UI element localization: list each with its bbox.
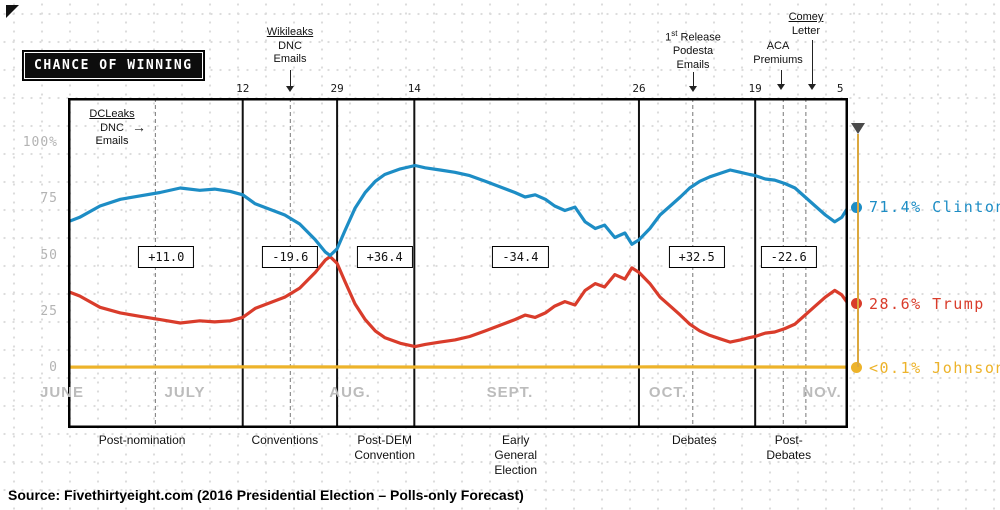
period-label-line: Election — [494, 463, 538, 477]
divider-date-label: 12 — [236, 82, 250, 95]
divider-date-label: 19 — [748, 82, 762, 95]
annotation-podesta: 1st Release Podesta Emails — [648, 27, 738, 72]
annotation-text-line: Podesta — [672, 45, 714, 58]
arrow-down-icon — [781, 70, 782, 85]
divider-date-label: 14 — [407, 82, 421, 95]
margin-change-label: +32.5 — [668, 246, 725, 268]
annotation-text-line: Comey — [788, 11, 824, 23]
margin-change-label: +36.4 — [356, 246, 413, 268]
arrow-down-head-icon — [286, 86, 294, 92]
chart-title: CHANCE OF WINNING — [22, 50, 205, 81]
x-axis-month-label: JUNE — [39, 384, 85, 401]
x-axis-month-label: OCT. — [648, 384, 688, 401]
source-credit: Source: Fivethirtyeight.com (2016 Presid… — [8, 487, 524, 503]
arrow-down-head-icon — [808, 84, 816, 90]
annotation-text-line: DNC — [278, 39, 302, 52]
legend-label-trump: 28.6% Trump — [869, 294, 985, 313]
period-label-line: Post-nomination — [98, 433, 186, 447]
arrow-down-head-icon — [777, 84, 785, 90]
annotation-text-line: Premiums — [753, 53, 803, 66]
arrow-down-icon — [290, 70, 291, 87]
range-arrow-icon — [851, 123, 865, 134]
period-label-line: Debates — [766, 448, 812, 462]
x-axis-month-label: JULY — [164, 384, 206, 401]
y-axis-tick-label: 25 — [40, 303, 58, 319]
y-axis-tick-label: 0 — [49, 360, 58, 375]
y-axis-tick-label: 50 — [40, 247, 58, 263]
annotation-text: 1 — [665, 31, 672, 44]
arrow-right-icon: → — [132, 119, 146, 135]
annotation-text-line: Emails — [273, 53, 307, 65]
annotation-comey: Comey Letter — [761, 11, 851, 38]
x-axis-month-label: AUG. — [329, 384, 371, 401]
divider-date-label: 26 — [632, 82, 646, 95]
legend-label-johnson: <0.1% Johnson — [869, 358, 1000, 377]
annotation-superscript: st — [671, 29, 678, 38]
annotation-text-line: DCLeaks — [89, 108, 135, 120]
period-label: Debates — [672, 433, 717, 448]
margin-change-label: -34.4 — [492, 246, 549, 268]
corner-mark-icon — [6, 5, 19, 18]
margin-change-label: -22.6 — [760, 246, 817, 268]
series-endpoint-dot-trump — [851, 298, 862, 310]
annotation-wikileaks: Wikileaks DNC Emails — [245, 26, 335, 67]
annotation-text-line: Emails — [95, 135, 129, 147]
period-label-line: General — [494, 448, 538, 462]
period-label-line: Post- — [774, 433, 803, 447]
y-axis-tick-label: 100% — [22, 135, 58, 150]
arrow-down-icon — [693, 72, 694, 87]
period-label-line: Early — [502, 433, 530, 447]
series-endpoint-dot-clinton — [851, 201, 862, 213]
annotation-text-line: Wikileaks — [266, 26, 314, 38]
period-label-line: Debates — [671, 433, 717, 447]
period-label: Conventions — [251, 433, 318, 448]
annotation-text-line: ACA — [766, 40, 790, 52]
arrow-down-icon — [812, 40, 813, 85]
annotation-text-line: DNC — [100, 121, 124, 134]
probability-range-line — [857, 134, 859, 367]
period-label: Early General Election — [494, 433, 537, 478]
chart-lines-svg — [66, 98, 850, 428]
divider-date-label: 5 — [836, 82, 844, 95]
period-label: Post-nomination — [99, 433, 186, 448]
annotation-text: Release — [677, 31, 721, 44]
annotation-text-line: 1st Release — [648, 27, 738, 45]
chart-plot-area — [66, 98, 850, 428]
period-label: Post- Debates — [766, 433, 811, 463]
annotation-text-line: Emails — [676, 58, 710, 71]
arrow-down-head-icon — [689, 86, 697, 92]
divider-date-label: 29 — [330, 82, 344, 95]
margin-change-label: +11.0 — [138, 246, 195, 268]
y-axis-tick-label: 75 — [40, 191, 58, 207]
period-label-line: Post-DEM — [357, 433, 413, 447]
legend-label-clinton: 71.4% Clinton — [869, 198, 1000, 217]
x-axis-month-label: NOV. — [802, 384, 842, 401]
period-label-line: Conventions — [251, 433, 319, 447]
period-label-line: Convention — [354, 448, 416, 462]
annotation-dcleaks: DCLeaks DNC Emails — [67, 108, 157, 149]
margin-change-label: -19.6 — [262, 246, 319, 268]
annotation-aca: ACA Premiums — [733, 40, 823, 67]
annotation-text-line: Letter — [791, 24, 821, 37]
series-endpoint-dot-johnson — [851, 362, 862, 374]
period-label: Post-DEM Convention — [354, 433, 415, 463]
x-axis-month-label: SEPT. — [486, 384, 534, 401]
